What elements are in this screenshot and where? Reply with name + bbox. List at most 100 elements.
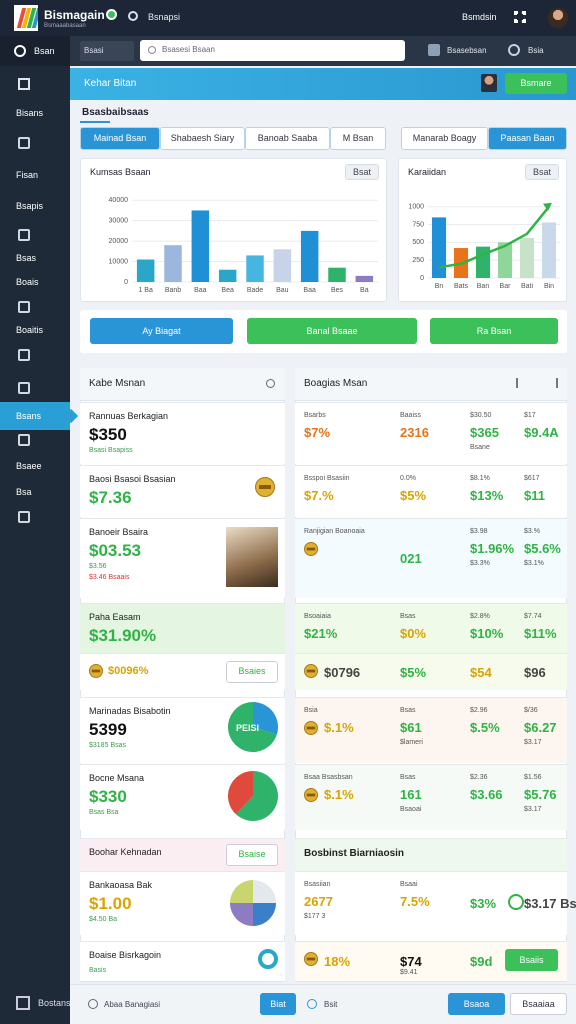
row-value: $330 (89, 787, 127, 806)
table-row (295, 697, 567, 763)
bottom-icon (88, 999, 98, 1009)
sidebar-item[interactable]: Bsapis (16, 201, 44, 211)
cell-top: $617 (524, 475, 540, 482)
coin-band (91, 669, 101, 673)
tab[interactable]: Shabaesh Siary (160, 127, 245, 150)
top-bar (0, 0, 576, 36)
action1-label[interactable]: Bsasebsan (447, 46, 487, 55)
bottom-button[interactable]: Biat (260, 993, 296, 1015)
cell-top: Bsas (400, 613, 416, 620)
cell-button[interactable]: Bsaiis (505, 949, 558, 971)
sidebar-icon[interactable] (18, 434, 30, 446)
x-tick-label: 1 Ba (138, 287, 153, 294)
tab[interactable]: Banoab Saaba (245, 127, 330, 150)
bar (355, 275, 374, 282)
sidebar-item[interactable]: Boaitis (16, 325, 44, 335)
action2-label[interactable]: Bsia (528, 46, 544, 55)
tab[interactable]: Manarab Boagy (401, 127, 488, 150)
bottom-button[interactable]: Bsaoa (448, 993, 505, 1015)
cell-value: $74 (400, 954, 422, 969)
list-row[interactable] (80, 402, 285, 464)
search-input[interactable] (140, 40, 405, 61)
row-button[interactable]: Bsaies (226, 660, 278, 683)
menu-icon: Kehar Bitan (84, 78, 137, 89)
cell-bottom: Bsane (470, 444, 490, 451)
cell-top: $8.1% (470, 475, 490, 482)
row-value: 5399 (89, 720, 127, 739)
action-button[interactable]: Banal Bsaae (247, 318, 417, 344)
table-row (295, 603, 567, 653)
chart-button[interactable]: Bsat (525, 164, 559, 180)
coin-band (306, 793, 316, 797)
tab[interactable]: Paasan Baan (488, 127, 567, 150)
coin-icon (89, 664, 103, 678)
coin-band (306, 547, 316, 551)
pie-slice (253, 702, 278, 735)
chart-button[interactable]: Bsat (345, 164, 379, 180)
tab[interactable]: M Bsan (330, 127, 386, 150)
bar (191, 210, 210, 282)
sidebar-item[interactable]: Bisans (16, 108, 44, 118)
search-icon (128, 11, 138, 21)
sidebar-active[interactable] (0, 402, 70, 430)
pie-slice (230, 903, 253, 926)
brand: Bsnapsi (148, 12, 181, 22)
bottom-button[interactable]: Bsaaiaa (510, 993, 567, 1015)
breadcrumb[interactable] (80, 41, 134, 61)
right-header-icons[interactable] (516, 378, 558, 388)
cell-bottom: Bsaoai (400, 806, 422, 813)
cell-value: $9d (470, 954, 493, 969)
header-button-label: Bsmare (520, 78, 552, 88)
sidebar-item[interactable]: Fisan (16, 170, 39, 180)
pie-icon (228, 771, 278, 821)
x-tick-label: Ban (477, 283, 490, 290)
tab-label: Paasan Baan (500, 133, 555, 143)
sidebar-icon[interactable] (18, 511, 30, 523)
home-icon[interactable] (18, 78, 30, 90)
action-button[interactable]: Ra Bsan (430, 318, 558, 344)
coin-icon (304, 952, 318, 966)
coin-icon (304, 542, 318, 556)
apps-icon[interactable] (514, 11, 526, 23)
header-button[interactable]: Bsmare (505, 73, 567, 94)
tab[interactable]: Mainad Bsan (80, 127, 160, 150)
chart-button-label: Bsat (352, 166, 371, 177)
pie-icon (228, 702, 278, 752)
bottom-mid[interactable]: Bsit (324, 1000, 338, 1009)
cell-top: Bsas (400, 774, 416, 781)
avatar[interactable] (548, 8, 568, 28)
sidebar-item[interactable]: Boais (16, 277, 39, 287)
row-value: $350 (89, 425, 127, 444)
logo (14, 5, 38, 31)
action-button[interactable]: Ay Biagat (90, 318, 233, 344)
x-tick-label: Bade (247, 287, 263, 294)
list-row[interactable] (80, 465, 285, 517)
logo-stripe (26, 8, 37, 28)
list-row[interactable] (80, 941, 285, 981)
cell-value: $365 (470, 425, 499, 440)
x-tick-label: Bau (276, 287, 289, 294)
action1-icon (428, 44, 440, 56)
sidebar-item[interactable]: Bsa (16, 487, 32, 497)
sidebar-item[interactable]: Bsas (16, 253, 37, 263)
sidebar-top-label: Bsan (34, 46, 55, 56)
sidebar-icon[interactable] (18, 382, 30, 394)
section-rule (80, 121, 110, 123)
bar (300, 230, 319, 282)
sidebar-item[interactable]: Bsaee (16, 461, 42, 471)
sidebar-icon[interactable] (18, 349, 30, 361)
sidebar-icon[interactable] (18, 301, 30, 313)
cell-value: $5% (400, 664, 427, 680)
action-button-label: Banal Bsaae (306, 325, 358, 336)
sidebar-icon[interactable] (18, 137, 30, 149)
chart-button-label: Bsat (532, 166, 551, 177)
cell-value: 2677 (304, 894, 333, 909)
row-button[interactable]: Bsaise (226, 843, 278, 866)
list-row[interactable] (80, 603, 285, 653)
left-header-icon[interactable] (266, 379, 275, 388)
sidebar-item[interactable]: Bsans (16, 411, 42, 421)
sidebar-icon[interactable] (18, 229, 30, 241)
table-row (295, 764, 567, 830)
trend-line (438, 205, 550, 269)
